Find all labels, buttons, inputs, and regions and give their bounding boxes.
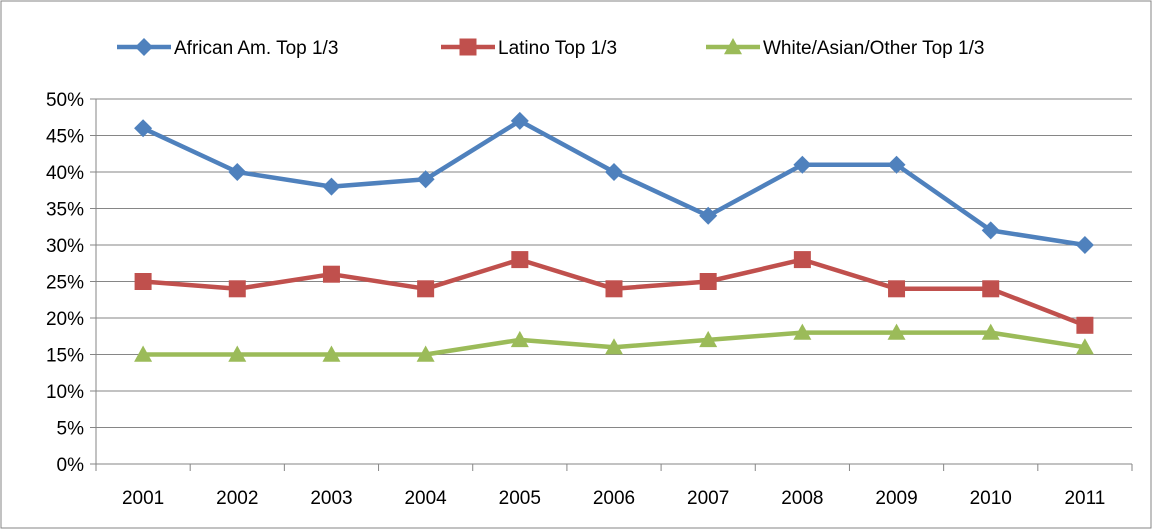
- data-point-square-marker: [228, 280, 246, 298]
- series-latino-top-1-3: [134, 251, 1094, 334]
- data-point-square-marker: [982, 280, 1000, 298]
- legend-label: African Am. Top 1/3: [174, 38, 338, 59]
- data-point-triangle-marker: [228, 345, 247, 362]
- series-lines: [134, 111, 1094, 362]
- y-tick-label: 15%: [46, 346, 84, 367]
- data-point-triangle-marker: [322, 345, 341, 362]
- y-tick-label: 30%: [46, 236, 84, 257]
- x-tick-label: 2003: [310, 488, 352, 509]
- data-point-square-marker: [888, 280, 906, 298]
- x-tick-label: 2009: [875, 488, 917, 509]
- y-tick-label: 25%: [46, 273, 84, 294]
- data-point-triangle-marker: [1075, 338, 1094, 355]
- data-point-diamond-marker: [322, 177, 341, 196]
- y-tick-label: 10%: [46, 382, 84, 403]
- data-point-triangle-marker: [981, 323, 1000, 340]
- y-tick-label: 0%: [57, 455, 85, 476]
- legend-item-latino-top-1-3: Latino Top 1/3: [441, 38, 617, 59]
- data-point-triangle-marker: [416, 345, 435, 362]
- data-point-triangle-marker: [793, 323, 812, 340]
- data-point-triangle-marker: [510, 330, 529, 348]
- data-point-diamond-marker: [510, 111, 529, 130]
- data-point-square-marker: [511, 251, 529, 269]
- data-point-triangle-marker: [699, 330, 718, 348]
- data-point-diamond-marker: [228, 163, 247, 181]
- series-african-am-top-1-3: [134, 111, 1094, 254]
- data-point-square-marker: [134, 273, 152, 290]
- y-axis-tick-labels: 0% 5% 10% 15% 20% 25% 30% 35% 40% 45% 50%: [46, 90, 84, 476]
- data-point-triangle-marker: [887, 323, 906, 340]
- data-point-square-marker: [417, 280, 435, 298]
- legend-triangle-marker: [724, 38, 742, 55]
- data-point-diamond-marker: [793, 155, 812, 174]
- data-point-diamond-marker: [887, 155, 906, 174]
- y-tick-label: 35%: [46, 200, 84, 221]
- series-white-asian-other-top-1-3: [134, 323, 1094, 362]
- x-tick-label: 2002: [216, 488, 258, 509]
- data-point-diamond-marker: [981, 221, 1000, 240]
- legend-item-african-am-top-1-3: African Am. Top 1/3: [117, 38, 338, 59]
- data-point-diamond-marker: [416, 170, 435, 189]
- legend-label: White/Asian/Other Top 1/3: [763, 38, 984, 59]
- data-point-diamond-marker: [699, 206, 718, 225]
- x-tick-label: 2010: [970, 488, 1012, 509]
- data-point-square-marker: [699, 273, 717, 290]
- data-point-square-marker: [793, 251, 811, 269]
- x-tick-label: 2007: [687, 488, 729, 509]
- legend-label: Latino Top 1/3: [498, 38, 617, 59]
- x-tick-label: 2006: [593, 488, 635, 509]
- x-tick-label: 2008: [781, 488, 823, 509]
- axes: [90, 98, 1133, 471]
- data-point-diamond-marker: [605, 163, 623, 181]
- legend-diamond-marker: [135, 38, 153, 56]
- y-tick-label: 5%: [57, 419, 85, 440]
- x-tick-label: 2001: [122, 488, 164, 509]
- y-tick-label: 45%: [46, 127, 84, 148]
- y-tick-label: 50%: [46, 90, 84, 111]
- data-point-square-marker: [322, 265, 340, 283]
- data-point-triangle-marker: [134, 345, 153, 362]
- legend-square-marker: [459, 38, 477, 56]
- legend: African Am. Top 1/3 Latino Top 1/3 White/A…: [117, 38, 984, 59]
- x-axis-tick-labels: 2001 2002 2003 2004 2005 2006 2007 2008 2009 2010…: [122, 488, 1105, 509]
- data-point-diamond-marker: [134, 119, 153, 138]
- data-point-square-marker: [1076, 316, 1094, 334]
- x-tick-label: 2011: [1064, 488, 1105, 509]
- x-tick-label: 2004: [404, 488, 447, 509]
- x-tick-label: 2005: [499, 488, 541, 509]
- data-point-diamond-marker: [1075, 236, 1094, 254]
- data-point-triangle-marker: [605, 338, 623, 355]
- y-tick-label: 40%: [46, 163, 84, 184]
- y-tick-label: 20%: [46, 309, 84, 330]
- data-point-square-marker: [605, 280, 623, 298]
- legend-item-white-asian-other-top-1-3: White/Asian/Other Top 1/3: [706, 38, 984, 59]
